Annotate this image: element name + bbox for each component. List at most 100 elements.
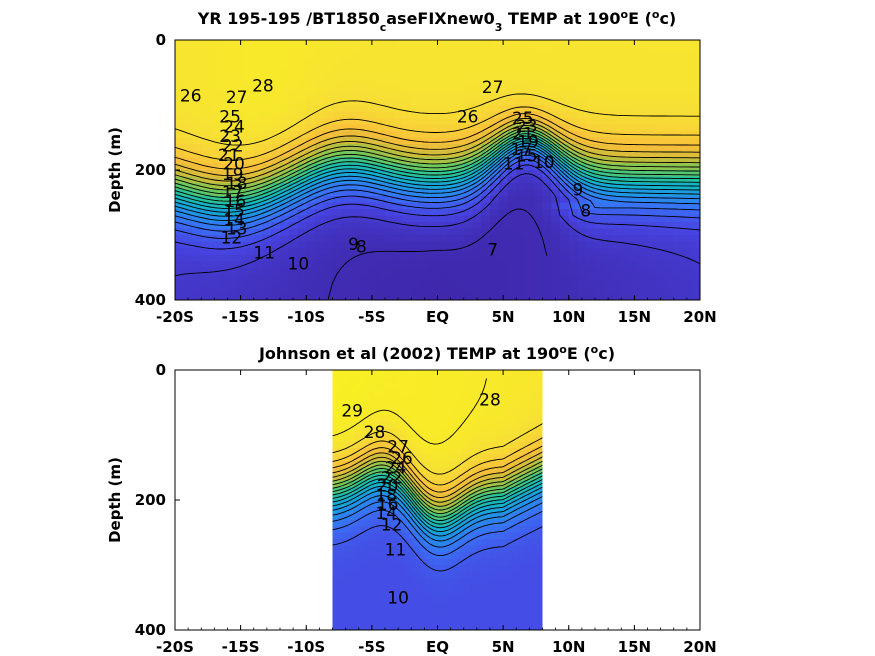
field-cell (343, 415, 348, 423)
field-cell (514, 532, 519, 540)
field-cell (245, 254, 255, 262)
field-cell (323, 241, 334, 249)
field-cell (385, 105, 395, 113)
field-cell (446, 98, 456, 106)
field-cell (437, 176, 447, 184)
field-cell (542, 163, 552, 171)
field-cell (535, 454, 540, 462)
field-cell (525, 532, 530, 540)
field-cell (245, 196, 255, 204)
field-cell (483, 474, 488, 482)
field-cell (483, 539, 488, 547)
field-cell (525, 235, 535, 243)
field-cell (656, 267, 666, 275)
field-cell (462, 474, 467, 482)
field-cell (479, 552, 484, 560)
field-cell (486, 578, 491, 586)
field-cell (306, 196, 316, 204)
field-cell (371, 539, 376, 547)
field-cell (346, 519, 351, 527)
field-cell (560, 209, 570, 217)
field-cell (586, 248, 596, 256)
field-cell (493, 604, 498, 612)
field-cell (448, 415, 453, 423)
field-cell (507, 604, 512, 612)
field-cell (434, 389, 439, 397)
field-cell (586, 98, 596, 106)
contour-label: 9 (348, 235, 359, 255)
field-cell (525, 571, 530, 579)
field-cell (586, 280, 596, 288)
field-cell (430, 513, 435, 521)
field-cell (446, 40, 456, 48)
field-cell (500, 480, 505, 488)
field-cell (371, 441, 376, 449)
field-cell (595, 105, 605, 113)
field-cell (528, 617, 533, 625)
field-cell (486, 506, 491, 514)
field-cell (402, 274, 412, 282)
field-cell (472, 163, 482, 171)
field-cell (332, 248, 342, 256)
field-cell (568, 170, 579, 178)
field-cell (682, 111, 692, 119)
field-cell (288, 183, 299, 191)
field-cell (560, 183, 570, 191)
field-cell (551, 228, 561, 236)
field-cell (210, 248, 220, 256)
field-cell (378, 545, 383, 553)
isotherm (327, 208, 548, 300)
field-cell (462, 539, 467, 547)
field-cell (364, 396, 369, 404)
field-cell (603, 46, 614, 54)
field-cell (525, 389, 530, 397)
field-cell (175, 40, 185, 48)
field-cell (411, 59, 421, 67)
field-cell (288, 235, 299, 243)
field-cell (673, 254, 684, 262)
field-cell (455, 163, 465, 171)
field-cell (428, 157, 439, 165)
field-cell (227, 274, 237, 282)
x-tick-label: -10S (287, 638, 325, 656)
field-cell (385, 280, 395, 288)
field-cell (393, 196, 404, 204)
field-cell (498, 222, 509, 230)
field-cell (551, 293, 561, 300)
field-cell (393, 254, 404, 262)
field-cell (245, 137, 255, 145)
field-cell (346, 441, 351, 449)
field-cell (568, 189, 579, 197)
field-cell (521, 435, 526, 443)
field-cell (271, 150, 281, 158)
field-cell (175, 144, 185, 152)
field-cell (469, 604, 474, 612)
field-cell (402, 150, 412, 158)
field-cell (458, 552, 463, 560)
field-cell (353, 415, 358, 423)
field-cell (388, 519, 393, 527)
field-cell (358, 124, 369, 132)
field-cell (367, 617, 372, 625)
field-cell (367, 519, 372, 527)
field-cell (360, 623, 365, 630)
field-cell (175, 280, 185, 288)
field-cell (486, 474, 491, 482)
field-cell (498, 235, 509, 243)
field-cell (411, 209, 421, 217)
field-cell (210, 261, 220, 269)
field-cell (595, 72, 605, 80)
field-cell (392, 500, 397, 508)
isotherm (175, 121, 700, 182)
field-cell (673, 176, 684, 184)
field-cell (393, 105, 404, 113)
field-cell (374, 539, 379, 547)
field-cell (437, 79, 447, 87)
field-cell (568, 92, 579, 100)
field-cell (227, 267, 237, 275)
field-cell (647, 40, 657, 48)
field-cell (392, 428, 397, 436)
x-tick-label: EQ (426, 308, 449, 326)
field-cell (532, 532, 537, 540)
field-cell (236, 280, 246, 288)
